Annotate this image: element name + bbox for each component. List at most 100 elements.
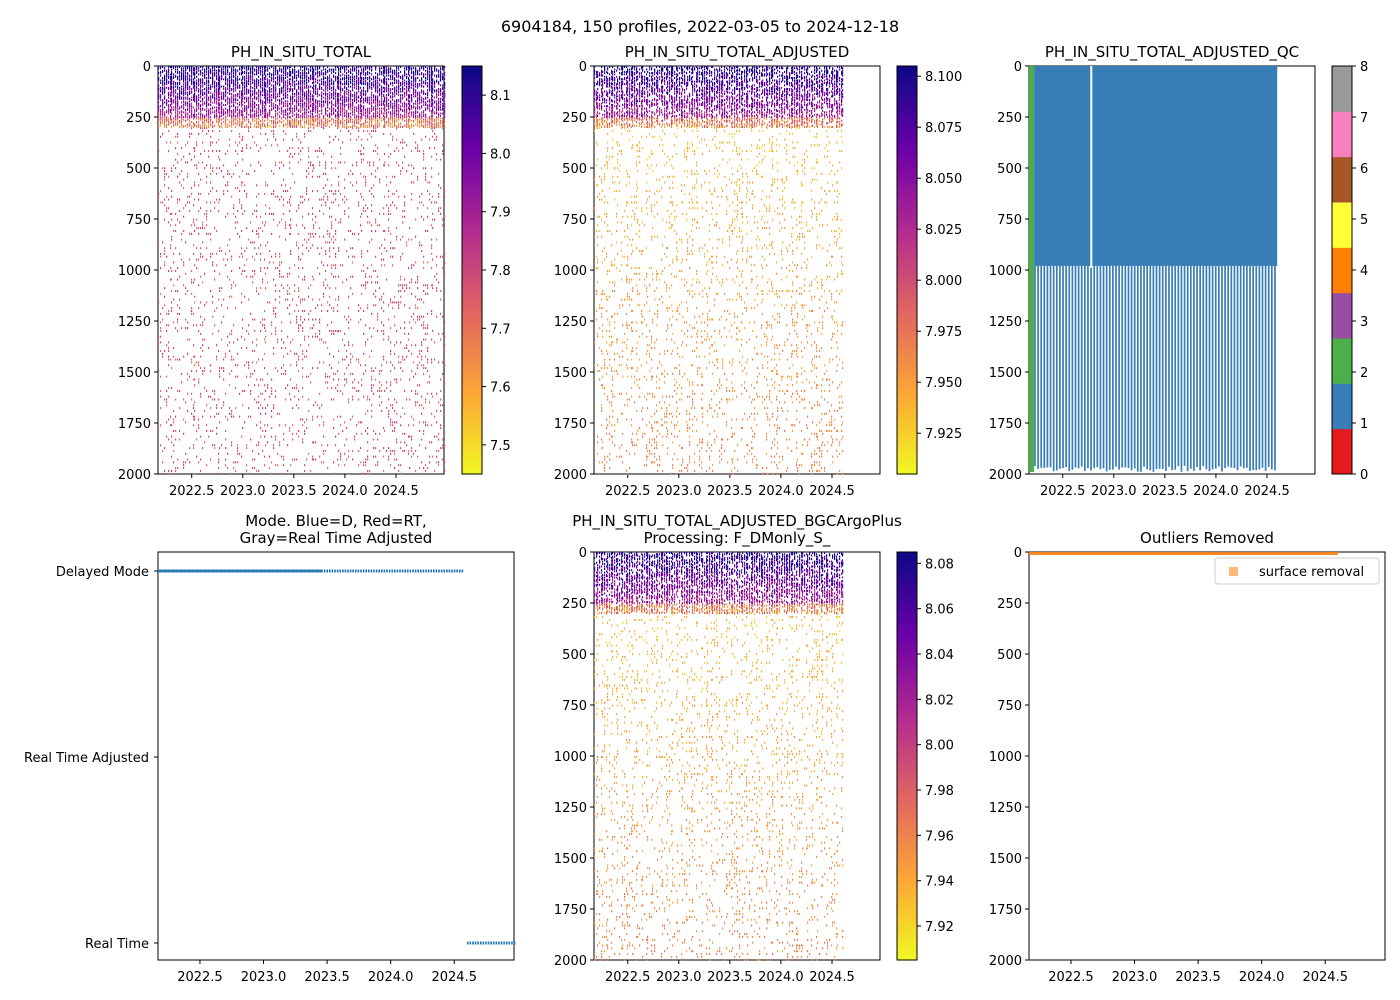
p1-pixel xyxy=(248,367,249,369)
p1-pixel xyxy=(168,419,169,421)
p1-pixel xyxy=(160,122,161,124)
p1-pixel xyxy=(239,393,240,395)
p1-pixel xyxy=(206,108,207,110)
p1-pixel xyxy=(194,82,195,84)
p1-pixel xyxy=(164,173,165,175)
p1-pixel xyxy=(202,127,203,129)
p1-pixel xyxy=(260,287,261,289)
p1-pixel xyxy=(175,66,176,68)
p1-pixel xyxy=(219,81,220,83)
p1-pixel xyxy=(196,259,197,261)
p1-pixel xyxy=(227,103,228,105)
p1-pixel xyxy=(279,121,280,123)
p1-pixel xyxy=(171,68,172,70)
p1-pixel xyxy=(262,324,263,326)
p1-pixel xyxy=(252,241,253,243)
p1-pixel xyxy=(162,201,163,203)
p1-pixel xyxy=(175,120,176,122)
p1-pixel xyxy=(164,98,165,100)
p1-pixel xyxy=(208,114,209,116)
p1-pixel xyxy=(227,150,228,152)
p1-pixel xyxy=(264,367,265,369)
p1-pixel xyxy=(164,199,165,201)
p1-pixel xyxy=(248,407,249,409)
p1-ytick-label: 1500 xyxy=(118,366,151,381)
p1-pixel xyxy=(271,130,272,132)
p1-pixel xyxy=(219,104,220,106)
p1-pixel xyxy=(279,100,280,102)
p1-pixel xyxy=(158,427,159,429)
p1-pixel xyxy=(265,341,266,343)
p1-pixel xyxy=(273,133,274,135)
p1-pixel xyxy=(177,68,178,70)
p1-pixel xyxy=(281,92,282,94)
p1-pixel xyxy=(183,419,184,421)
p1-pixel xyxy=(235,164,236,166)
p1-pixel xyxy=(160,97,161,99)
p1-pixel xyxy=(225,120,226,122)
p1-pixel xyxy=(173,261,174,263)
p1-pixel xyxy=(181,98,182,100)
p1-pixel xyxy=(171,436,172,438)
p1-pixel xyxy=(239,119,240,121)
p1-pixel xyxy=(225,416,226,418)
p1-pixel xyxy=(271,416,272,418)
p1-pixel xyxy=(273,444,274,446)
p1-pixel xyxy=(173,444,174,446)
p1-pixel xyxy=(244,184,245,186)
p1-pixel xyxy=(262,71,263,73)
p1-pixel xyxy=(185,287,186,289)
p1-pixel xyxy=(275,256,276,258)
p1-pixel xyxy=(175,124,176,126)
p1-pixel xyxy=(187,161,188,163)
p1-pixel xyxy=(187,88,188,90)
p1-pixel xyxy=(244,67,245,69)
p1-pixel xyxy=(260,94,261,96)
p1-pixel xyxy=(275,330,276,332)
p1-pixel xyxy=(271,99,272,101)
p1-pixel xyxy=(227,124,228,126)
p1-pixel xyxy=(175,470,176,472)
p1-pixel xyxy=(227,66,228,68)
p1-pixel xyxy=(265,126,266,128)
p1-pixel xyxy=(191,359,192,361)
p1-pixel xyxy=(227,119,228,121)
p1-pixel xyxy=(187,201,188,203)
p1-pixel xyxy=(187,67,188,69)
p1-pixel xyxy=(198,461,199,463)
p1-pixel xyxy=(164,473,165,475)
p1-pixel xyxy=(281,276,282,278)
p1-pixel xyxy=(179,313,180,315)
p1-pixel xyxy=(187,321,188,323)
p1-pixel xyxy=(162,114,163,116)
p1-pixel xyxy=(200,66,201,68)
p1-pixel xyxy=(250,83,251,85)
p1-pixel xyxy=(202,224,203,226)
p1-pixel xyxy=(265,144,266,146)
p1-pixel xyxy=(166,104,167,106)
p1-pixel xyxy=(196,105,197,107)
p1-pixel xyxy=(193,244,194,246)
p1-pixel xyxy=(279,296,280,298)
p1-pixel xyxy=(256,204,257,206)
p1-pixel xyxy=(229,341,230,343)
p1-pixel xyxy=(265,221,266,223)
p1-pixel xyxy=(183,461,184,463)
p1-pixel xyxy=(212,67,213,69)
p1-pixel xyxy=(242,72,243,74)
p1-pixel xyxy=(173,230,174,232)
p1-pixel xyxy=(231,93,232,95)
p1-pixel xyxy=(231,126,232,128)
p1-pixel xyxy=(214,75,215,77)
p1-pixel xyxy=(239,416,240,418)
p1-pixel xyxy=(269,467,270,469)
p1-pixel xyxy=(160,82,161,84)
p1-pixel xyxy=(214,70,215,72)
p1-pixel xyxy=(158,79,159,81)
p1-pixel xyxy=(191,393,192,395)
p1-pixel xyxy=(281,261,282,263)
p1-pixel xyxy=(200,110,201,112)
p1-pixel xyxy=(198,233,199,235)
p1-pixel xyxy=(279,441,280,443)
p1-pixel xyxy=(223,104,224,106)
